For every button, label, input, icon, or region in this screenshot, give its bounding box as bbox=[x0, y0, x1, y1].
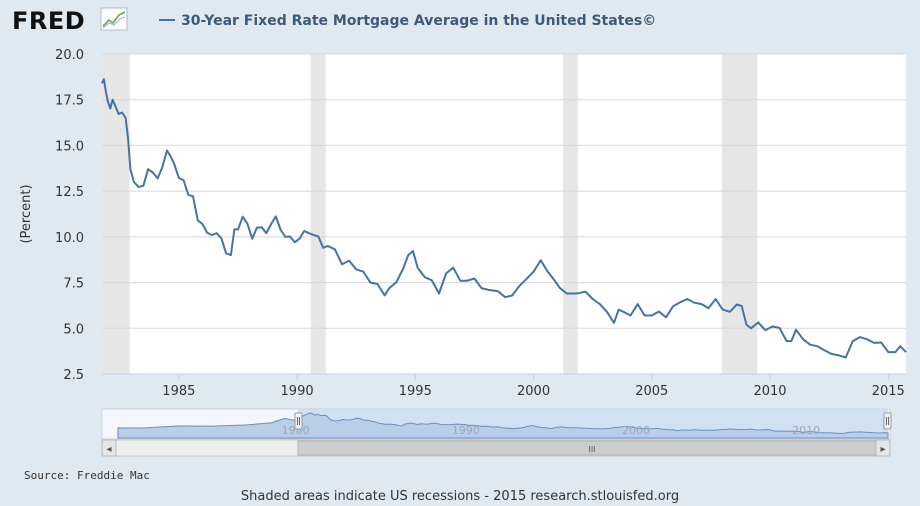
plot-area bbox=[102, 54, 906, 374]
fred-logo-icon bbox=[100, 7, 128, 31]
recession-band bbox=[102, 54, 130, 374]
x-tick-label: 2000 bbox=[517, 384, 550, 399]
series-title[interactable]: 30-Year Fixed Rate Mortgage Average in t… bbox=[181, 13, 656, 29]
recession-band bbox=[721, 54, 758, 374]
scroll-right-button[interactable] bbox=[875, 439, 891, 457]
navigator-year-label: 2010 bbox=[792, 424, 820, 437]
navigator-area bbox=[117, 412, 889, 439]
scrollbar-grip-icon: III bbox=[588, 445, 595, 454]
navigator-labels: 1980 1990 2000 2010 bbox=[282, 424, 820, 437]
y-tick-label: 5.0 bbox=[63, 322, 84, 337]
y-tick-label: 20.0 bbox=[55, 48, 84, 63]
navigator-year-label: 2000 bbox=[622, 424, 650, 437]
x-tick-label: 2010 bbox=[753, 384, 786, 399]
y-tick-label: 15.0 bbox=[55, 139, 84, 154]
series-layer bbox=[101, 78, 907, 359]
recession-note: Shaded areas indicate US recessions - 20… bbox=[241, 489, 679, 504]
scroll-left-arrow-icon: ◂ bbox=[106, 444, 111, 455]
x-tick-label: 1990 bbox=[281, 384, 314, 399]
series-line-mortgage-rate[interactable] bbox=[101, 78, 907, 359]
scrollbar[interactable]: ◂ III ▸ bbox=[101, 439, 891, 457]
y-axis-label: (Percent) bbox=[19, 184, 34, 243]
y-tick-label: 2.5 bbox=[63, 368, 84, 383]
navigator-year-label: 1990 bbox=[452, 424, 480, 437]
x-tick-label: 1985 bbox=[162, 384, 195, 399]
navigator[interactable]: 1980 1990 2000 2010 bbox=[101, 408, 892, 440]
scroll-left-button[interactable] bbox=[101, 439, 117, 457]
x-tick-label: 1995 bbox=[399, 384, 432, 399]
x-tick-label: 2015 bbox=[872, 384, 905, 399]
y-axis-ticks: 2.5 5.0 7.5 10.0 12.5 15.0 17.5 20.0 bbox=[55, 48, 84, 383]
y-tick-label: 12.5 bbox=[55, 185, 84, 200]
header: FRED 30-Year Fixed Rate Mortgage Average… bbox=[12, 7, 656, 35]
y-tick-label: 7.5 bbox=[63, 277, 84, 292]
y-tick-label: 10.0 bbox=[55, 231, 84, 246]
y-tick-label: 17.5 bbox=[55, 94, 84, 109]
navigator-year-label: 1980 bbox=[282, 424, 310, 437]
scroll-right-arrow-icon: ▸ bbox=[880, 444, 885, 455]
recession-band bbox=[563, 54, 578, 374]
navigator-left-handle[interactable] bbox=[294, 412, 303, 430]
navigator-series bbox=[117, 412, 889, 439]
source-credit: Source: Freddie Mac bbox=[24, 469, 150, 482]
x-tick-label: 2005 bbox=[635, 384, 668, 399]
recession-band bbox=[310, 54, 326, 374]
navigator-right-handle[interactable] bbox=[883, 412, 892, 430]
fred-logo[interactable]: FRED bbox=[12, 7, 85, 35]
scrollbar-thumb[interactable] bbox=[297, 440, 877, 456]
x-axis-ticks: 1985 1990 1995 2000 2005 2010 2015 bbox=[162, 374, 905, 399]
